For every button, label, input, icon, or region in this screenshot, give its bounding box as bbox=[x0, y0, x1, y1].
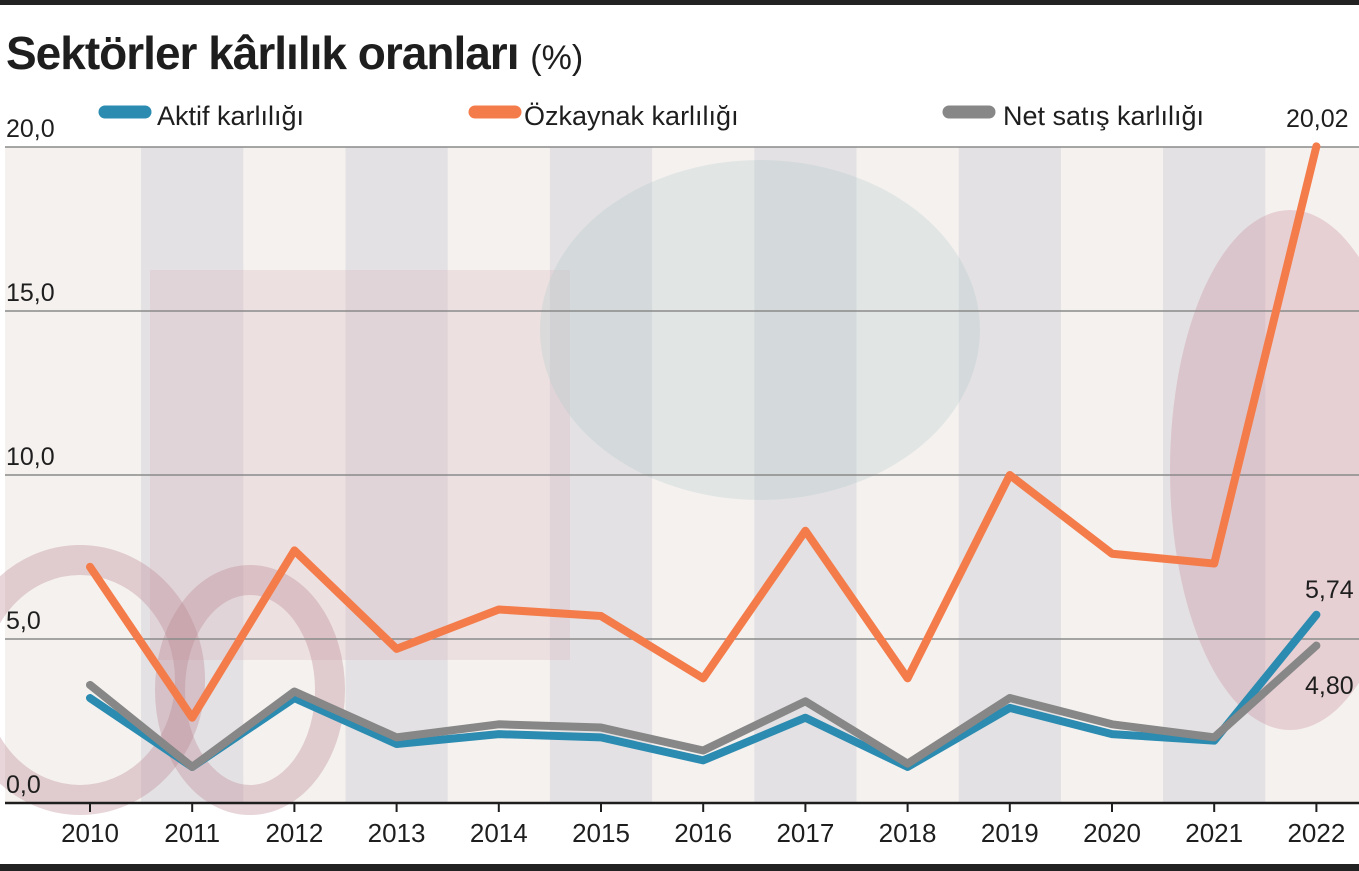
y-tick-label: 10,0 bbox=[6, 443, 55, 471]
x-tick-label: 2013 bbox=[368, 818, 426, 848]
y-tick-label: 5,0 bbox=[6, 607, 41, 635]
end-value-label: 5,74 bbox=[1305, 576, 1354, 604]
x-tick-label: 2017 bbox=[776, 818, 834, 848]
banknote-map-shape bbox=[540, 160, 980, 500]
end-value-label: 4,80 bbox=[1305, 672, 1354, 700]
x-tick-label: 2010 bbox=[61, 818, 119, 848]
x-tick-label: 2021 bbox=[1185, 818, 1243, 848]
x-tick-label: 2019 bbox=[981, 818, 1039, 848]
x-tick-label: 2015 bbox=[572, 818, 630, 848]
x-tick-label: 2020 bbox=[1083, 818, 1141, 848]
x-tick-label: 2022 bbox=[1287, 818, 1345, 848]
banknote-numeral-shape bbox=[0, 545, 205, 815]
banknote-building-shape bbox=[150, 270, 570, 660]
banknote-portrait-shape bbox=[1170, 210, 1359, 730]
y-tick-label: 0,0 bbox=[6, 771, 41, 799]
end-value-label: 20,02 bbox=[1286, 105, 1349, 133]
x-tick-label: 2011 bbox=[164, 818, 220, 848]
chart-title: Sektörler kârlılık oranları (%) bbox=[6, 26, 583, 80]
y-tick-label: 15,0 bbox=[6, 279, 55, 307]
bottom-rule bbox=[0, 864, 1359, 871]
legend-label: Net satış karlılığı bbox=[1003, 101, 1204, 131]
y-tick-label: 20,0 bbox=[6, 115, 55, 143]
x-tick-label: 2016 bbox=[674, 818, 732, 848]
x-tick-label: 2012 bbox=[265, 818, 323, 848]
x-tick-label: 2018 bbox=[879, 818, 937, 848]
x-tick-label: 2014 bbox=[470, 818, 528, 848]
legend-label: Özkaynak karlılığı bbox=[524, 101, 739, 131]
title-text: Sektörler kârlılık oranları bbox=[6, 27, 519, 79]
top-rule bbox=[0, 0, 1359, 5]
title-unit: (%) bbox=[530, 39, 584, 77]
legend-label: Aktif karlılığı bbox=[157, 101, 304, 131]
